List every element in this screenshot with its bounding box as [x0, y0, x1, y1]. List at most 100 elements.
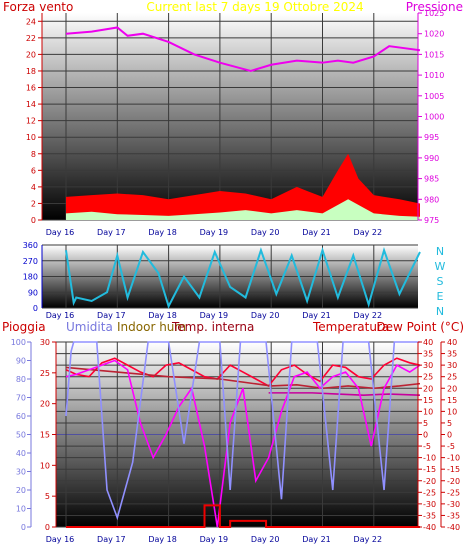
y-tick-label: 24	[26, 17, 36, 26]
x-tick-label: Day 16	[46, 535, 75, 544]
x-tick-label: Day 18	[148, 311, 177, 320]
y-tick-label: -5	[447, 442, 455, 451]
y-tick-label: 40	[423, 338, 433, 347]
wind-direction-axis: 0 90 180 270 360	[23, 241, 43, 313]
x-tick-label: Day 17	[97, 311, 126, 320]
y-tick-label: 5	[447, 419, 452, 428]
legend-dew-point: Dew Point (°C)	[376, 320, 464, 334]
y-tick-label: -20	[423, 477, 436, 486]
wind-pressure-series	[65, 26, 421, 220]
compass-label: W	[435, 260, 446, 273]
y-tick-label: 0	[423, 431, 428, 440]
wind-speed-axis-title: Forza vento	[3, 0, 73, 14]
y-tick-label: 100	[11, 338, 26, 347]
y-tick-label: 10	[16, 505, 26, 514]
y-tick-label: 50	[16, 431, 26, 440]
y-tick-label: 25	[447, 373, 457, 382]
x-tick-label: Day 17	[97, 228, 126, 237]
y-tick-label: -35	[447, 511, 460, 520]
pressure-axis: 975 980 985 990 995 1000 1005 1010 1015 1020 1025	[417, 9, 444, 225]
wind-pressure-x-axis: Day 16 Day 17 Day 18 Day 19 Day 20 Day 21 Day …	[46, 228, 382, 237]
y-tick-label: 60	[16, 412, 26, 421]
y-tick-label: -25	[447, 488, 460, 497]
y-tick-label: 30	[16, 468, 26, 477]
y-tick-label: 40	[447, 338, 457, 347]
temperatura-line	[65, 357, 421, 387]
y-tick-label: 975	[424, 216, 439, 225]
indoor-hum-line	[268, 392, 421, 396]
x-tick-label: Day 20	[251, 228, 280, 237]
y-tick-label: 1000	[424, 113, 444, 122]
y-tick-label: 22	[26, 34, 36, 43]
y-tick-label: 270	[23, 257, 38, 266]
x-tick-label: Day 22	[354, 311, 383, 320]
legend-temperature: Temperatura	[312, 320, 389, 334]
x-tick-label: Day 19	[200, 311, 229, 320]
chart-title: Current last 7 days 19 Ottobre 2024	[146, 0, 363, 14]
y-tick-label: 25	[40, 369, 50, 378]
x-tick-label: Day 21	[302, 311, 331, 320]
x-tick-label: Day 21	[302, 228, 331, 237]
y-tick-label: 2	[31, 199, 36, 208]
y-tick-label: 5	[423, 419, 428, 428]
temperature-axis: -40 -40 -35 -35 -30 -30 -25 -25 -20 -20 -15 -15 -10 -…	[417, 338, 460, 532]
y-tick-label: 15	[423, 396, 433, 405]
y-tick-label: -35	[423, 511, 436, 520]
y-tick-label: 180	[23, 273, 38, 282]
y-tick-label: -15	[447, 465, 460, 474]
rain-axis: 0 5 10 15 20 25 30	[40, 338, 57, 532]
y-tick-label: 1025	[424, 9, 444, 18]
wind-direction-series	[65, 246, 421, 309]
y-tick-label: -40	[423, 523, 436, 532]
y-tick-label: 980	[424, 195, 439, 204]
legend-rain: Pioggia	[2, 320, 46, 334]
y-tick-label: 40	[16, 449, 26, 458]
y-tick-label: 6	[31, 166, 36, 175]
y-tick-label: -20	[447, 477, 460, 486]
wind-pressure-grid	[42, 13, 418, 221]
legend-humidity: Umidita	[66, 320, 113, 334]
y-tick-label: 1005	[424, 92, 444, 101]
umidita-line	[65, 341, 420, 521]
x-tick-label: Day 20	[251, 535, 280, 544]
wind-direction-line	[65, 246, 421, 309]
humidity-axis: 0 10 20 30 40 50 60 70 80 90 100	[11, 338, 32, 532]
y-tick-label: 990	[424, 154, 439, 163]
y-tick-label: 12	[26, 117, 36, 126]
y-tick-label: 90	[16, 357, 26, 366]
y-tick-label: -10	[423, 454, 436, 463]
y-tick-label: 30	[40, 338, 50, 347]
raffica-series	[66, 153, 420, 220]
y-tick-label: -25	[423, 488, 436, 497]
y-tick-label: 985	[424, 175, 439, 184]
y-tick-label: 360	[23, 241, 38, 250]
y-tick-label: 20	[40, 400, 50, 409]
x-tick-label: Day 20	[251, 311, 280, 320]
y-tick-label: -30	[447, 500, 460, 509]
y-tick-label: 995	[424, 133, 439, 142]
temp-humidity-x-axis: Day 16 Day 17 Day 18 Day 19 Day 20 Day 21 Day …	[46, 535, 382, 544]
y-tick-label: 20	[16, 486, 26, 495]
y-tick-label: 0	[31, 216, 36, 225]
y-tick-label: -30	[423, 500, 436, 509]
y-tick-label: 80	[16, 375, 26, 384]
wind-direction-x-axis: Day 16 Day 17 Day 18 Day 19 Day 20 Day 21 Day …	[46, 311, 382, 320]
y-tick-label: 20	[26, 50, 36, 59]
y-tick-label: 0	[45, 523, 50, 532]
y-tick-label: 20	[423, 384, 433, 393]
compass-label: N	[436, 305, 444, 318]
x-tick-label: Day 16	[46, 228, 75, 237]
pressione-series	[65, 26, 421, 72]
x-tick-label: Day 19	[200, 535, 229, 544]
y-tick-label: 30	[423, 361, 433, 370]
y-tick-label: 0	[21, 523, 26, 532]
y-tick-label: 70	[16, 394, 26, 403]
y-tick-label: -15	[423, 465, 436, 474]
y-tick-label: 1010	[424, 71, 444, 80]
y-tick-label: 30	[447, 361, 457, 370]
y-tick-label: 15	[447, 396, 457, 405]
y-tick-label: 35	[447, 350, 457, 359]
